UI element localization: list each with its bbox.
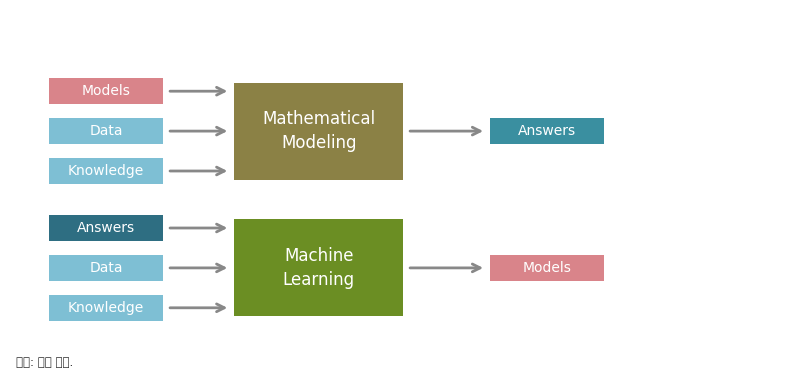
Text: Knowledge: Knowledge bbox=[68, 164, 144, 178]
FancyBboxPatch shape bbox=[50, 295, 164, 321]
Text: Data: Data bbox=[90, 124, 123, 138]
Text: Answers: Answers bbox=[77, 221, 135, 235]
Text: Data: Data bbox=[90, 261, 123, 275]
Text: Answers: Answers bbox=[518, 124, 576, 138]
FancyBboxPatch shape bbox=[235, 220, 404, 316]
Text: Knowledge: Knowledge bbox=[68, 301, 144, 315]
FancyBboxPatch shape bbox=[50, 215, 164, 241]
FancyBboxPatch shape bbox=[490, 118, 604, 144]
FancyBboxPatch shape bbox=[50, 78, 164, 104]
Text: Models: Models bbox=[523, 261, 571, 275]
Text: Models: Models bbox=[82, 84, 131, 98]
Text: Mathematical
Modeling: Mathematical Modeling bbox=[262, 110, 375, 152]
Text: Machine
Learning: Machine Learning bbox=[283, 247, 355, 289]
FancyBboxPatch shape bbox=[50, 158, 164, 184]
FancyBboxPatch shape bbox=[50, 255, 164, 281]
FancyBboxPatch shape bbox=[50, 118, 164, 144]
FancyBboxPatch shape bbox=[490, 255, 604, 281]
FancyBboxPatch shape bbox=[235, 82, 404, 179]
Text: 자료: 저자 작성.: 자료: 저자 작성. bbox=[16, 356, 73, 369]
